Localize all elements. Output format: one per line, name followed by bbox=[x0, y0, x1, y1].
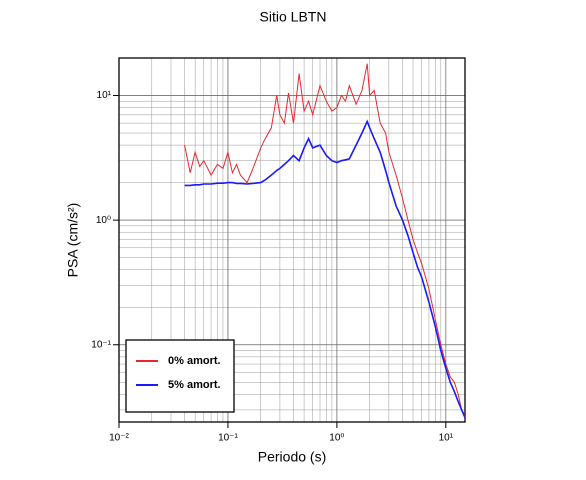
series-line bbox=[184, 119, 466, 419]
x-axis-label: Periodo (s) bbox=[258, 449, 326, 465]
chart-title: Sitio LBTN bbox=[260, 9, 327, 25]
y-tick-label: 10⁰ bbox=[96, 215, 111, 226]
y-tick-label: 10⁻¹ bbox=[91, 339, 111, 350]
x-tick-label: 10⁻² bbox=[109, 433, 129, 444]
y-tick-label: 10¹ bbox=[97, 90, 112, 101]
legend-box bbox=[125, 339, 235, 413]
legend-label: 0% amort. bbox=[168, 355, 221, 367]
x-tick-label: 10⁰ bbox=[329, 433, 344, 444]
y-axis-label: PSA (cm/s²) bbox=[65, 203, 81, 278]
plot-frame bbox=[118, 57, 466, 423]
legend-label: 5% amort. bbox=[168, 379, 221, 391]
series-line bbox=[184, 63, 466, 416]
x-tick-label: 10¹ bbox=[439, 433, 454, 444]
x-tick-label: 10⁻¹ bbox=[218, 433, 238, 444]
